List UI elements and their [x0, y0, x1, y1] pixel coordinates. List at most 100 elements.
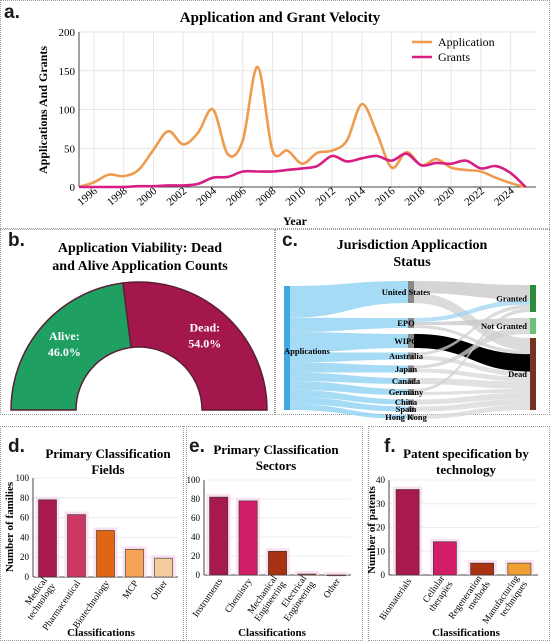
sankey-link-source	[290, 352, 408, 363]
sankey-node-jurisdiction	[408, 318, 414, 328]
x-axis-label-f: Classifications	[432, 627, 501, 639]
bar-e	[326, 574, 346, 577]
donut-slices-b: Alive: 46.0% Dead: 54.0%	[10, 281, 268, 411]
panel-label-c: c.	[282, 230, 298, 251]
sankey-link-source	[290, 389, 408, 405]
y-tick-label-e: 80	[191, 494, 201, 504]
x-tick-label-f: Manufacturingtechniques	[480, 573, 530, 632]
sankey-label-jurisdiction: Hong Kong	[385, 412, 428, 422]
y-tick-label-a: 150	[59, 66, 76, 78]
chart-title-a: Application and Grant Velocity	[180, 10, 381, 26]
x-tick-label-a: 2006	[224, 185, 249, 209]
y-tick-label-f: 20	[376, 523, 386, 533]
panel-label-e: e.	[189, 436, 205, 457]
donut-slice-dead	[122, 281, 268, 411]
sankey-label-outcome: Dead	[508, 369, 527, 379]
donut-slice-alive	[10, 282, 132, 411]
sankey-label-jurisdiction: Japan	[395, 364, 417, 374]
y-tick-label-d: 80	[20, 493, 30, 503]
bar-e	[209, 496, 229, 576]
chart-title-c-line2: Status	[393, 255, 431, 270]
x-tick-label-f: Cellulartherapies	[419, 573, 456, 613]
chart-title-b-line2: and Alive Application Counts	[52, 259, 228, 274]
series-lines-a	[78, 65, 527, 189]
sankey-link-outcome	[414, 405, 530, 419]
sankey-link-source	[290, 281, 408, 318]
chart-title-d-line1: Primary Classification	[45, 446, 171, 461]
donut-chart-b: Application Viability: Dead and Alive Ap…	[10, 241, 268, 411]
sankey-label-source: Applications	[284, 346, 331, 356]
sankey-label-outcome: Not Granted	[481, 321, 527, 331]
sankey-node-outcome	[530, 285, 536, 312]
x-tick-label-a: 2012	[313, 185, 338, 208]
sankey-link-outcome	[414, 325, 530, 355]
sankey-label-jurisdiction: EPO	[397, 318, 415, 328]
y-tick-label-d: 20	[20, 552, 30, 562]
sankey-node-source	[284, 286, 290, 410]
bar-f	[507, 562, 532, 576]
sankey-nodes-c	[284, 281, 536, 419]
x-tick-label-a: 2018	[403, 185, 428, 209]
y-tick-label-d: 40	[20, 532, 30, 542]
sankey-link-outcome	[414, 299, 530, 322]
x-tick-label-a: 2014	[343, 185, 368, 209]
bar-d	[38, 499, 57, 578]
sankey-node-jurisdiction	[408, 389, 414, 395]
sankey-node-jurisdiction	[408, 399, 414, 405]
sankey-node-jurisdiction	[408, 334, 414, 348]
sankey-label-jurisdiction: Spain	[396, 404, 417, 414]
sankey-node-jurisdiction	[408, 415, 414, 419]
slice-value-label: 46.0%	[48, 345, 81, 359]
y-tick-label-a: 200	[59, 27, 76, 39]
x-tick-label-d: MCP	[121, 579, 141, 601]
sankey-label-outcome: Granted	[496, 294, 527, 304]
bar-e	[238, 500, 258, 576]
y-tick-label-a: 0	[70, 182, 76, 194]
sankey-link-outcome	[414, 281, 530, 300]
x-tick-label-a: 2004	[194, 185, 219, 209]
bar-f	[470, 562, 494, 576]
bar-f	[395, 489, 420, 576]
x-tick-label-a: 1998	[105, 185, 130, 209]
legend-label-application: Application	[438, 35, 495, 49]
sankey-link-outcome	[414, 304, 530, 356]
bar-d	[125, 548, 144, 578]
bar-chart-e: Primary Classification Sectors Classific…	[187, 442, 351, 639]
sankey-link-source	[290, 397, 408, 412]
sankey-node-jurisdiction	[408, 352, 414, 360]
x-tick-label-e: Other	[322, 576, 343, 600]
x-tick-label-a: 2010	[284, 185, 309, 209]
y-tick-label-d: 100	[16, 473, 30, 483]
y-axis-label-d: Number of families	[4, 481, 16, 572]
chart-title-c-line1: Jurisdiction Applicaction	[337, 238, 488, 253]
sankey-node-jurisdiction	[408, 378, 414, 384]
x-tick-label-a: 2002	[165, 185, 190, 208]
y-tick-label-a: 50	[64, 143, 76, 155]
sankey-node-outcome	[530, 338, 536, 410]
x-axis-label-e: Classifications	[238, 627, 307, 639]
y-tick-label-e: 100	[187, 475, 201, 485]
y-tick-label-d: 0	[25, 572, 30, 582]
sankey-link-source	[290, 332, 408, 353]
series-line-grants	[78, 152, 527, 189]
sankey-link-source	[290, 362, 408, 373]
slice-label: Dead:	[189, 320, 220, 334]
y-tick-label-f: 10	[376, 546, 386, 556]
y-tick-label-d: 60	[20, 513, 30, 523]
x-tick-label-a: 2022	[462, 185, 487, 208]
panel-label-b: b.	[8, 230, 25, 251]
sankey-label-jurisdiction: Canada	[392, 376, 421, 386]
sankey-link-outcome	[414, 308, 530, 392]
chart-title-f-line1: Patent specification by	[403, 446, 529, 461]
panel-label-f: f.	[384, 436, 396, 457]
sankey-link-outcome	[414, 355, 530, 377]
bar-d	[96, 530, 115, 578]
sankey-label-jurisdiction: China	[395, 397, 418, 407]
sankey-link-outcome	[414, 392, 530, 405]
bar-f	[433, 541, 457, 576]
sankey-label-jurisdiction: Australia	[389, 351, 424, 361]
sankey-link-outcome	[414, 398, 530, 412]
y-axis-label-f: Number of patents	[366, 485, 378, 574]
sankey-node-outcome	[530, 318, 536, 334]
